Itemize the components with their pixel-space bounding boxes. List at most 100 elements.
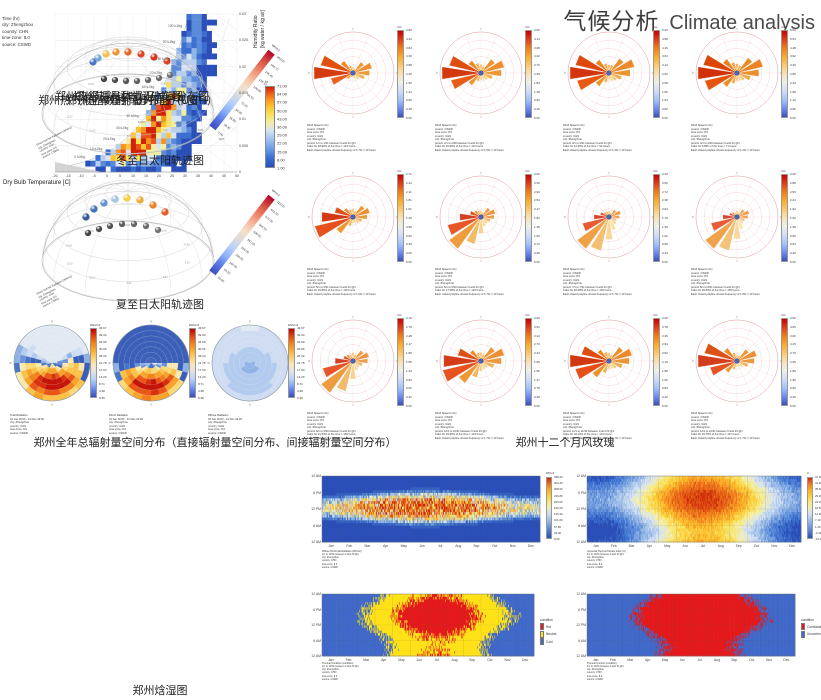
sky-dome-legend-tick: 39.33	[297, 333, 305, 337]
psychro-legend-tick: 15.00	[277, 149, 287, 154]
svg-text:N: N	[608, 316, 610, 319]
wind-rose-legend-tick: 0.00	[790, 404, 796, 408]
page-title-cn: 气候分析	[563, 2, 659, 36]
heatmap-legend-tick: 67.80	[554, 525, 561, 529]
heatmap-xtick: Sep	[736, 544, 742, 548]
wind-rose-legend-tick: 0.46	[534, 107, 540, 111]
psychro-ytick: 0.015	[239, 91, 248, 95]
wind-rose-jan: NESWm/s4.804.323.843.362.882.401.921.440…	[305, 24, 433, 168]
wind-rose-legend-tick: 1.12	[790, 98, 796, 102]
svg-text:S: S	[249, 402, 251, 406]
psychro-xtick: 30	[180, 174, 190, 178]
heatmap-xtick: Dec	[783, 658, 789, 662]
wind-rose-legend-tick: 0.34	[662, 251, 668, 255]
wind-rose-legend-tick: 0.00	[662, 404, 668, 408]
sky-dome-legend-tick: 8.71	[198, 382, 204, 386]
svg-text:W: W	[308, 72, 311, 75]
svg-text:S: S	[51, 402, 53, 406]
heatmap-legend-row: Hot	[540, 623, 556, 630]
svg-text:6:00: 6:00	[163, 129, 168, 132]
wind-rose-metadata: Wind Speed (m/s) source: CSWD time-zone:…	[435, 124, 505, 153]
heatmap-legend-tick: 1.40	[815, 525, 820, 529]
wind-rose-canvas: NESW	[435, 24, 527, 122]
wind-rose-legend-tick: 0.00	[534, 116, 540, 120]
sky-dome-legend-tick: 4.38	[297, 389, 303, 393]
heatmap-xtick: Feb	[610, 658, 616, 662]
psychro-legend-tick: 43.00	[277, 116, 287, 121]
sky-dome-legend-tick: 30.66	[99, 347, 107, 351]
wind-rose-legend-tick: 2.41	[406, 181, 412, 185]
wind-rose-legend-tick: 2.08	[662, 81, 668, 85]
svg-text:N: N	[352, 172, 354, 175]
heatmap-ytick: 12 PM	[309, 623, 321, 627]
wind-rose-canvas: NESW	[563, 312, 655, 410]
sky-dome-legend: kWh/m2 43.67 39.33 34.99 30.66 26.32 21.78 17.6…	[189, 323, 206, 400]
heatmap-xtick: Mar	[627, 658, 633, 662]
sky-dome-total-radiation: NESWkWh/m243.6739.3334.9930.6626.3221.78…	[8, 318, 107, 435]
wind-rose-legend-tick: 0.52	[662, 107, 668, 111]
wind-rose-legend-tick: 1.80	[790, 369, 796, 373]
wind-rose-legend-tick: 0.00	[662, 116, 668, 120]
heatmap-legend-tick: 24.20	[815, 500, 821, 504]
psychro-enthalpy-label: 30 kJ/kg	[116, 126, 128, 130]
heatmap-legend-swatch	[540, 630, 544, 638]
heatmap-thermal-condition: Jan Feb Mar Apr May Jun Jul Aug Sep Oct Nov Dec 12 A…	[300, 588, 562, 698]
wind-rose-canvas: NESW	[563, 168, 655, 266]
psychro-enthalpy-label: 70 kJ/kg	[150, 71, 162, 75]
sky-dome-legend-gradient	[90, 328, 97, 398]
heatmap-legend-tick: 29.90	[815, 494, 821, 498]
wind-rose-legend-tick: 3.84	[406, 46, 412, 50]
heatmap-caption: 郑州热气候指数时间分布图（UCTI）	[0, 92, 264, 108]
heatmap-legend-tick: 41.30	[815, 481, 821, 485]
wind-rose-legend-gradient	[781, 30, 788, 118]
heatmap-xtick: Feb	[611, 544, 617, 548]
wind-rose-legend-tick: 2.04	[662, 207, 668, 211]
sky-dome-legend-tick: 43.67	[99, 326, 107, 330]
heatmap-xtick: Jun	[416, 658, 421, 662]
wind-rose-legend-tick: 4.32	[406, 37, 412, 41]
sky-dome-legend-tick: 30.66	[198, 347, 206, 351]
psychro-enthalpy-label: 100 kJ/kg	[168, 24, 182, 28]
psychro-metadata: Time (hr) city: Zhengzhou country: CHN t…	[2, 16, 33, 48]
psychro-xtick: -5	[89, 174, 99, 178]
heatmap-ytick: 6 PM	[574, 608, 586, 612]
wind-rose-legend-tick: 2.60	[662, 72, 668, 76]
heatmap-legend: Wh/m2 338.20 304.40 268.60 236.80 203.00 169.2…	[546, 472, 563, 541]
wind-rose-legend-tick: 0.31	[406, 395, 412, 399]
sky-dome-legend-tick: 39.33	[99, 333, 107, 337]
wind-rose-legend-header: m/s	[781, 169, 786, 173]
heatmap-ytick: 12 AM	[574, 592, 586, 596]
heatmap-legend-row: Neutral	[540, 630, 556, 638]
heatmap-xtick: Dec	[522, 658, 528, 662]
psychro-rh-label: 80%	[148, 118, 154, 122]
psychro-enthalpy-label: 80 kJ/kg	[158, 57, 170, 61]
heatmap-xtick: Apr	[381, 658, 386, 662]
heatmap-xtick: Oct	[492, 544, 497, 548]
wind-rose-jul: NESWm/s3.403.062.722.382.041.701.361.020…	[561, 168, 689, 312]
psychro-xlabel: Dry Bulb Temperature [C]	[3, 180, 71, 186]
wind-rose-legend: m/s 4.60 4.14 3.68 3.22 2.76 2.30 1.84 1.38 0.92 0…	[525, 25, 540, 120]
wind-rose-legend-header: m/s	[653, 169, 658, 173]
svg-text:W: W	[308, 360, 311, 363]
psychro-rh-label: 100%	[138, 120, 146, 124]
heatmap-metadata: Thermal Condition (condition) 1/1 to 12/…	[322, 662, 359, 681]
sky-dome-legend-tick: 4.38	[198, 389, 204, 393]
wind-rose-legend-tick: 0.45	[790, 395, 796, 399]
wind-rose-legend-tick: 0.84	[662, 386, 668, 390]
heatmap-ytick: 12 AM	[309, 474, 321, 478]
wind-rose-legend-gradient	[525, 318, 532, 406]
svg-text:4:00: 4:00	[185, 262, 190, 265]
wind-rose-legend-tick: 0.90	[406, 225, 412, 229]
wind-rose-legend-tick: 3.10	[406, 316, 412, 320]
wind-rose-legend-tick: 2.76	[534, 63, 540, 67]
heatmap-legend-label: Cold	[546, 640, 553, 644]
wind-rose-metadata: Wind Speed (m/s) source: CSWD time-zone:…	[563, 124, 633, 153]
svg-text:10:00: 10:00	[89, 130, 96, 133]
psychro-xtick: 25	[167, 174, 177, 178]
heatmap-legend-gradient	[546, 477, 552, 539]
wind-rose-legend-tick: 0.00	[406, 116, 412, 120]
heatmap-xtick: Sep	[473, 544, 479, 548]
svg-text:N: N	[608, 28, 610, 31]
psychro-legend-tick: 36.00	[277, 125, 287, 130]
sky-dome-legend-tick: 43.67	[297, 326, 305, 330]
